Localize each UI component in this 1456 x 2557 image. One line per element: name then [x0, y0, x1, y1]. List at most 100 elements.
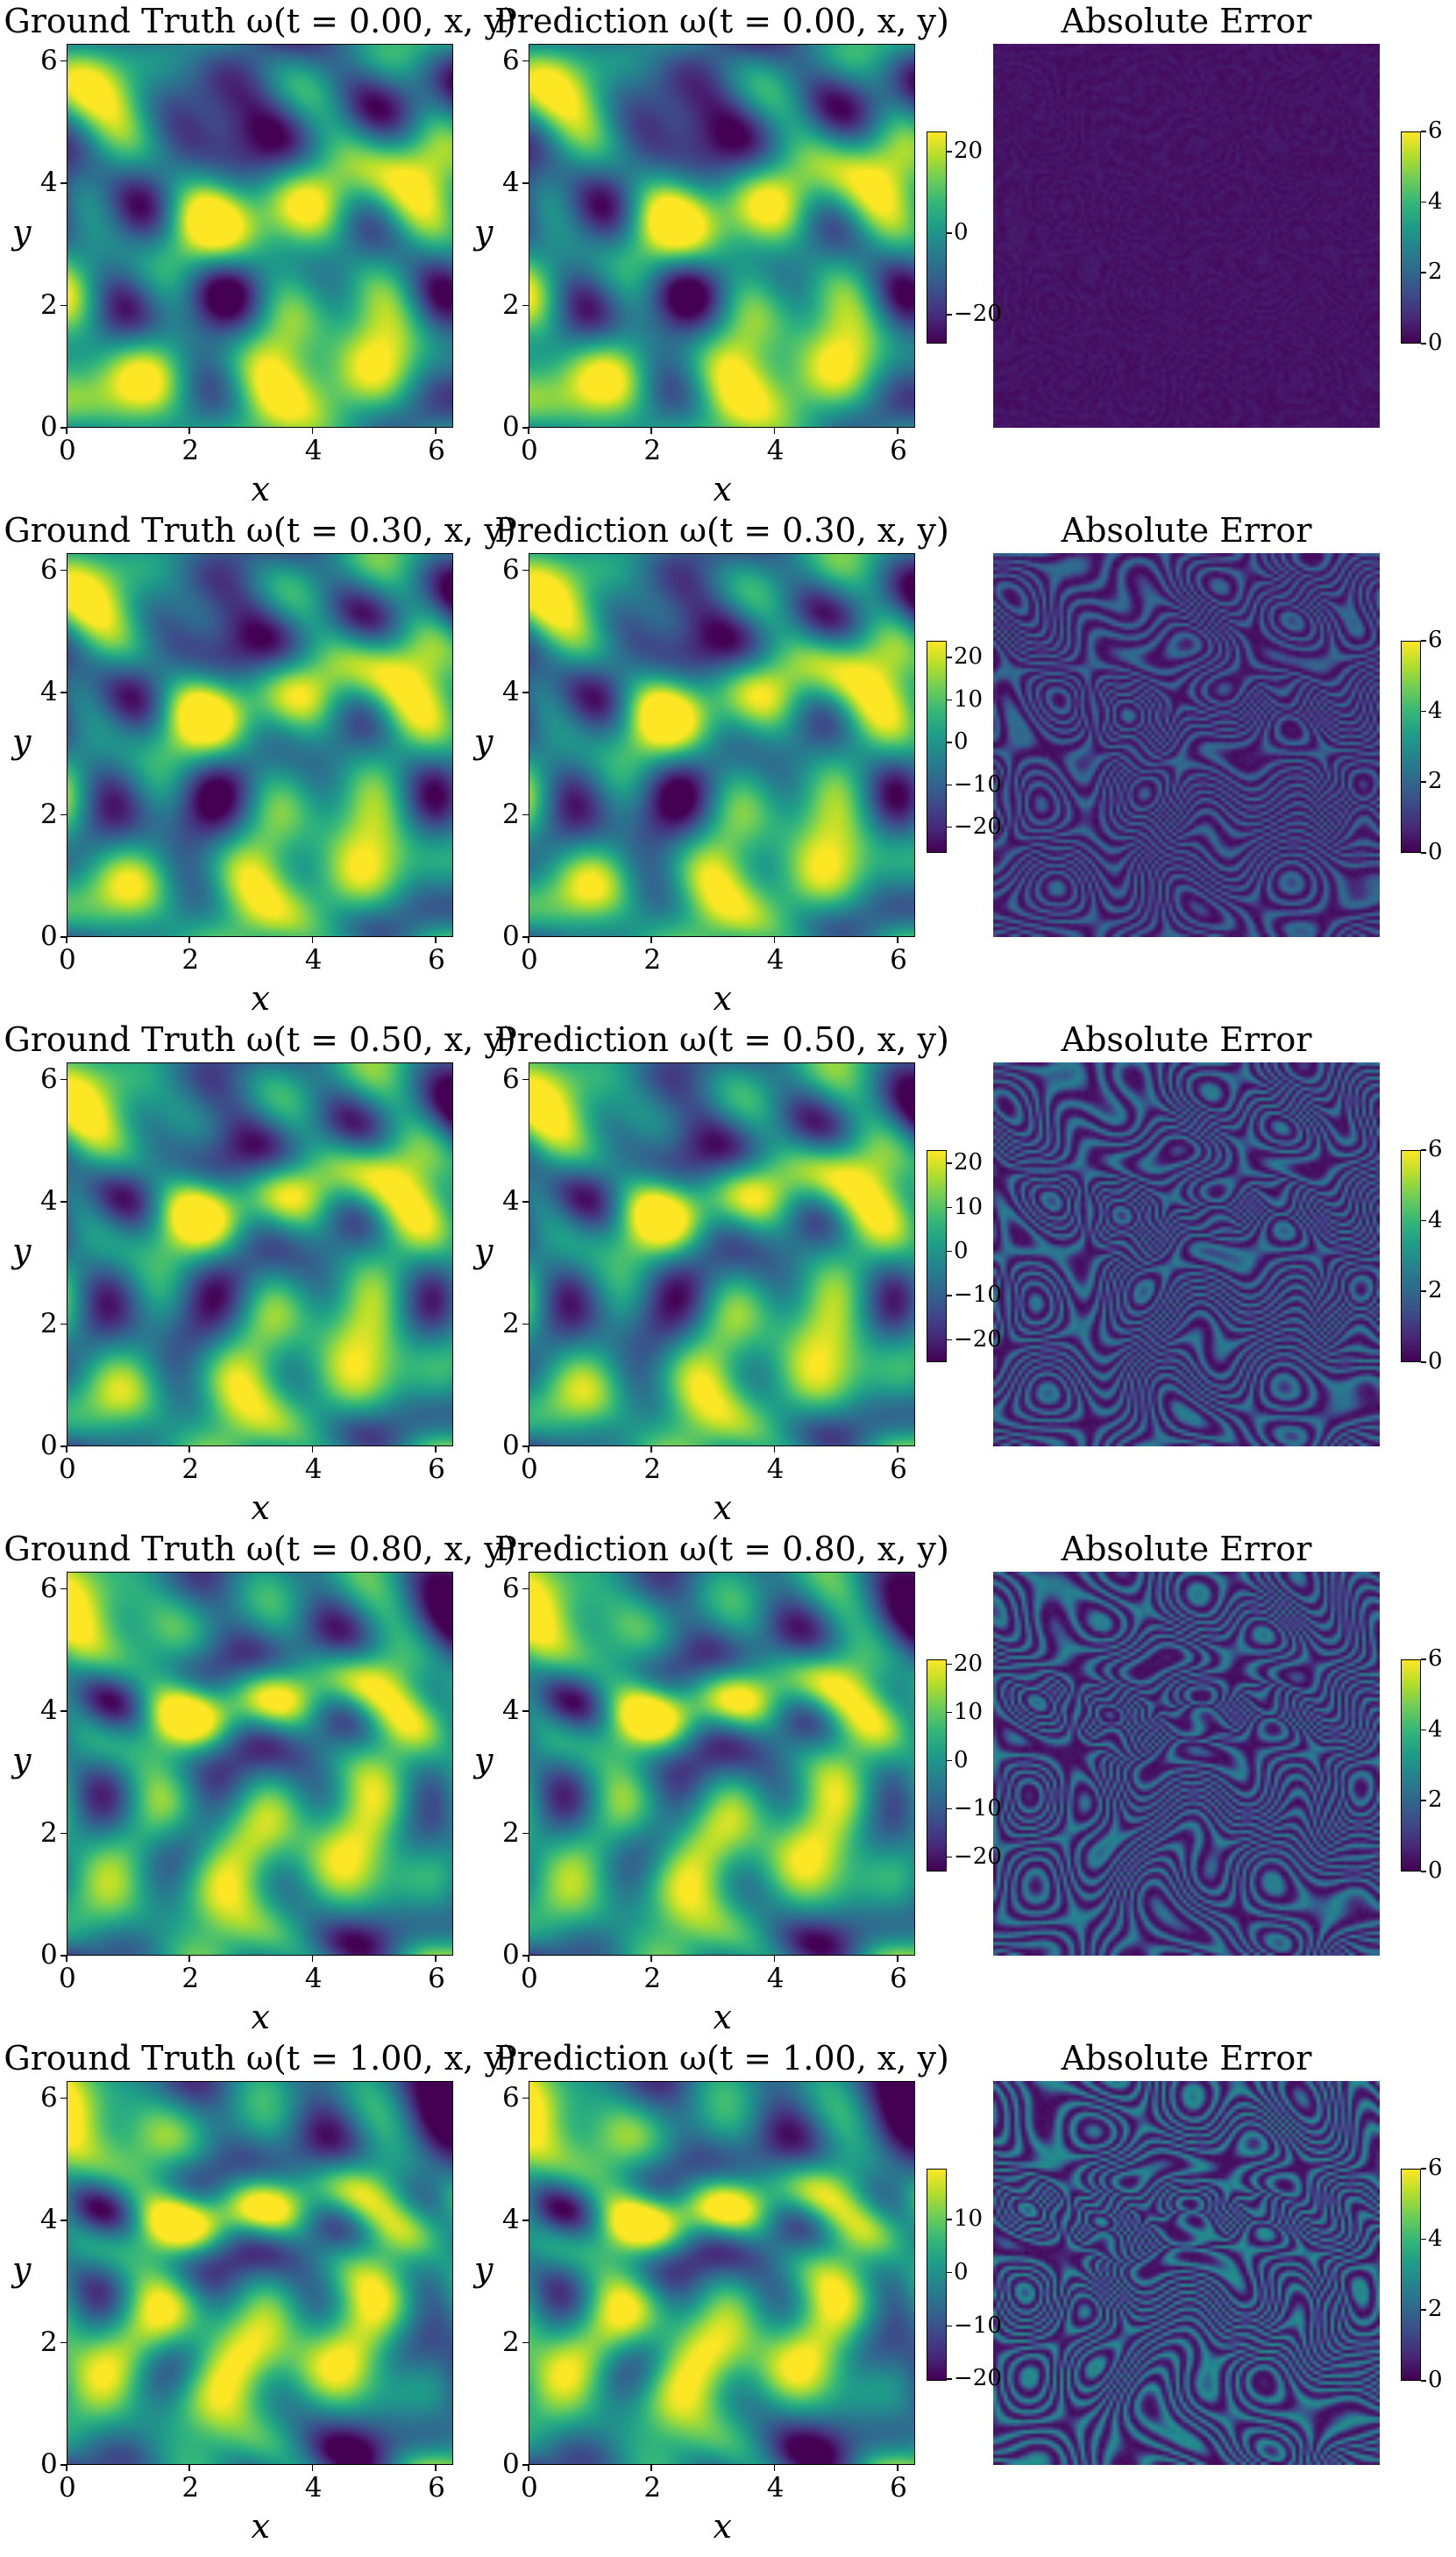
x-tick-mark: [897, 1446, 898, 1453]
prediction-heatmap: [529, 2081, 915, 2465]
colorbar-tick-mark: [947, 826, 952, 828]
y-axis-label: y: [12, 722, 32, 761]
y-axis-label: y: [474, 1232, 494, 1270]
x-tick-label: 2: [643, 1453, 662, 1485]
y-tick-mark: [60, 569, 67, 572]
x-tick-label: 6: [890, 1453, 907, 1485]
y-tick-label: 0: [502, 920, 520, 952]
colorbar-tick-label: 2: [1428, 2296, 1443, 2323]
y-tick-label: 6: [40, 2081, 58, 2113]
ground-truth-title: Ground Truth ω(t = 1.00, x, y): [4, 2039, 516, 2078]
y-tick-label: 0: [502, 2448, 520, 2480]
x-axis-label: x: [251, 1488, 270, 1527]
y-axis-label: y: [474, 722, 494, 761]
colorbar-tick-mark: [1421, 2380, 1426, 2382]
colorbar-tick-label: 20: [954, 643, 984, 671]
y-tick-label: 4: [40, 676, 58, 708]
y-tick-mark: [522, 692, 529, 693]
y-tick-label: 2: [40, 798, 58, 830]
y-tick-mark: [522, 1201, 529, 1203]
ground-truth-heatmap: [67, 2081, 453, 2465]
y-tick-mark: [522, 2097, 529, 2099]
colorbar-tick-mark: [1421, 1871, 1426, 1872]
ground-truth-title: Ground Truth ω(t = 0.80, x, y): [4, 1530, 516, 1568]
y-axis-label: y: [12, 213, 32, 252]
absolute-error-heatmap: [993, 1572, 1380, 1956]
colorbar-tick-mark: [1421, 1149, 1426, 1151]
y-tick-label: 0: [502, 1939, 520, 1971]
colorbar-tick-mark: [947, 2219, 952, 2220]
y-tick-mark: [60, 182, 67, 184]
y-tick-mark: [60, 60, 67, 62]
x-tick-mark: [66, 937, 67, 943]
y-tick-mark: [60, 813, 67, 816]
colorbar-tick-mark: [947, 2271, 952, 2274]
prediction-heatmap: [529, 1062, 915, 1446]
colorbar-tick-mark: [1421, 1219, 1426, 1222]
colorbar-tick-mark: [1421, 2309, 1426, 2311]
y-tick-label: 2: [502, 798, 520, 830]
x-tick-label: 2: [643, 1963, 662, 1994]
colorbar-tick-mark: [1421, 2168, 1426, 2170]
colorbar-tick-label: −20: [954, 301, 1002, 328]
x-tick-label: 4: [766, 2472, 785, 2504]
y-tick-label: 4: [40, 1694, 58, 1727]
y-axis-label: y: [12, 1232, 32, 1270]
colorbar-tick-mark: [947, 1339, 952, 1341]
colorbar-tick-label: 10: [954, 685, 984, 713]
colorbar-tick-label: 6: [1428, 117, 1443, 144]
prediction-heatmap: [529, 44, 915, 428]
x-tick-mark: [650, 428, 652, 434]
colorbar-tick-label: 10: [954, 1698, 984, 1725]
colorbar-tick-mark: [1421, 2238, 1426, 2241]
x-tick-label: 6: [890, 2472, 907, 2504]
colorbar-tick-mark: [1421, 131, 1426, 132]
y-tick-mark: [60, 936, 67, 938]
x-tick-mark: [528, 1446, 529, 1453]
field-colorbar: [927, 1659, 947, 1872]
absolute-error-title: Absolute Error: [1061, 1020, 1312, 1059]
prediction-title: Prediction ω(t = 0.30, x, y): [494, 511, 949, 550]
y-tick-label: 2: [502, 1307, 520, 1339]
colorbar-tick-mark: [1421, 1729, 1426, 1731]
x-tick-label: 0: [521, 1963, 538, 1994]
x-tick-mark: [66, 1956, 67, 1962]
y-tick-mark: [522, 1445, 529, 1447]
error-colorbar: [1401, 641, 1421, 853]
colorbar-tick-mark: [1421, 1361, 1426, 1363]
y-tick-mark: [522, 1323, 529, 1325]
x-tick-mark: [897, 1956, 898, 1962]
colorbar-tick-label: −20: [954, 2365, 1002, 2392]
x-tick-label: 2: [643, 944, 662, 976]
x-tick-mark: [528, 937, 529, 943]
colorbar-tick-label: −10: [954, 1282, 1002, 1309]
x-tick-mark: [773, 2465, 776, 2471]
x-tick-mark: [66, 2465, 67, 2471]
prediction-heatmap: [529, 1572, 915, 1956]
x-tick-mark: [528, 2465, 529, 2471]
y-tick-mark: [60, 1832, 67, 1835]
x-tick-mark: [66, 1446, 67, 1453]
y-tick-label: 4: [40, 167, 58, 199]
colorbar-tick-mark: [947, 1856, 952, 1857]
colorbar-tick-mark: [947, 1663, 952, 1665]
colorbar-tick-label: −20: [954, 813, 1002, 840]
colorbar-tick-label: 0: [954, 1746, 969, 1773]
x-tick-label: 4: [766, 435, 785, 466]
y-tick-label: 4: [502, 676, 520, 708]
colorbar-tick-mark: [947, 2378, 952, 2380]
colorbar-tick-label: 4: [1428, 697, 1443, 724]
y-tick-label: 2: [502, 2326, 520, 2358]
y-tick-mark: [60, 692, 67, 693]
x-axis-label: x: [251, 2507, 270, 2546]
colorbar-tick-mark: [947, 1295, 952, 1296]
y-tick-mark: [522, 1587, 529, 1590]
y-tick-mark: [522, 60, 529, 62]
x-tick-label: 0: [521, 435, 538, 466]
y-tick-label: 2: [40, 2326, 58, 2358]
y-tick-label: 0: [40, 1430, 58, 1461]
y-axis-label: y: [474, 213, 494, 252]
colorbar-tick-label: 0: [1428, 330, 1443, 356]
y-tick-mark: [522, 427, 529, 429]
x-tick-label: 2: [643, 2472, 662, 2504]
